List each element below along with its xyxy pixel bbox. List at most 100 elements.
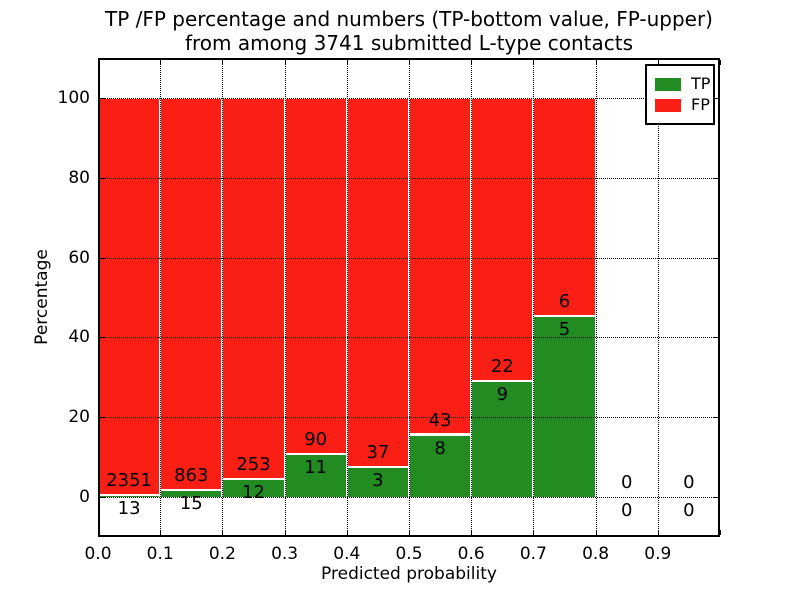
y-tick-label: 0 (79, 487, 90, 508)
chart-title-line2: from among 3741 submitted L-type contact… (184, 31, 634, 55)
vertical-gridline (160, 58, 162, 537)
x-tick-mark-top (284, 60, 286, 65)
x-tick-mark (346, 530, 348, 535)
y-tick-mark-right (713, 97, 718, 99)
x-tick-mark (533, 530, 535, 535)
fp-bar-segment (346, 97, 409, 468)
x-tick-mark (222, 530, 224, 535)
x-tick-mark (471, 530, 473, 535)
tp-bar-segment (284, 453, 347, 498)
vertical-gridline (409, 58, 410, 537)
tp-count-label: 15 (179, 493, 203, 515)
legend: TP FP (645, 64, 715, 125)
vertical-gridline (222, 58, 224, 537)
fp-count-label: 43 (428, 409, 452, 431)
x-tick-mark (657, 530, 659, 535)
horizontal-gridline (98, 337, 720, 339)
tp-count-label: 0 (620, 500, 633, 522)
x-axis-label: Predicted probability (321, 564, 497, 584)
y-tick-mark (100, 417, 105, 419)
x-tick-mark-top (595, 60, 597, 65)
y-tick-mark-right (713, 337, 718, 339)
y-tick-mark-right (713, 497, 718, 499)
y-tick-mark (100, 497, 105, 499)
fp-bar-segment (222, 97, 285, 479)
x-tick-mark-top (346, 60, 348, 65)
vertical-gridline (471, 58, 473, 537)
chart-title-line1: TP /FP percentage and numbers (TP-bottom… (105, 7, 713, 31)
x-tick-mark-top (471, 60, 473, 65)
x-tick-mark (160, 530, 162, 535)
fp-legend-swatch (655, 98, 681, 112)
tp-count-label: 12 (242, 482, 265, 503)
x-tick-label: 0.4 (333, 544, 361, 564)
y-tick-mark-right (713, 257, 718, 259)
fp-count-label: 37 (366, 442, 390, 464)
y-tick-label: 20 (68, 407, 90, 428)
x-tick-mark (284, 530, 286, 535)
fp-bar-segment (471, 97, 534, 382)
tp-count-label: 9 (496, 384, 509, 406)
x-tick-mark-top (720, 60, 721, 65)
x-tick-label: 0.6 (457, 544, 485, 564)
vertical-gridline (346, 58, 348, 537)
tp-count-label: 11 (304, 456, 328, 478)
y-tick-label: 100 (57, 87, 90, 108)
x-tick-label: 0.0 (84, 544, 112, 564)
y-tick-mark (100, 337, 105, 339)
tp-bar-segment (533, 315, 596, 497)
tp-count-label: 0 (683, 500, 695, 522)
horizontal-gridline (98, 497, 720, 499)
fp-bar-segment (409, 97, 472, 435)
x-tick-label: 0.1 (146, 544, 174, 564)
x-tick-mark-top (533, 60, 535, 65)
x-tick-mark-top (98, 60, 99, 65)
x-tick-label: 0.9 (644, 544, 672, 564)
y-tick-label: 40 (68, 327, 90, 348)
y-tick-label: 80 (68, 167, 90, 188)
chart-title: TP /FP percentage and numbers (TP-bottom… (98, 7, 720, 55)
tp-count-label: 5 (558, 318, 571, 340)
fp-bar-segment (160, 97, 223, 491)
fp-count-label: 0 (683, 472, 695, 494)
y-tick-label: 60 (68, 247, 90, 268)
x-tick-mark (409, 530, 410, 535)
fp-count-label: 0 (620, 472, 633, 494)
fp-count-label: 2351 (106, 469, 152, 491)
horizontal-gridline (98, 97, 720, 99)
vertical-gridline (284, 58, 286, 537)
x-tick-mark (98, 530, 99, 535)
horizontal-gridline (98, 417, 720, 419)
fp-count-label: 253 (236, 454, 271, 475)
fp-count-label: 90 (304, 428, 328, 450)
fp-count-label: 6 (558, 290, 571, 312)
vertical-gridline (533, 58, 535, 537)
x-tick-mark-top (409, 60, 410, 65)
fp-bar-segment (284, 97, 347, 454)
y-tick-mark-right (713, 417, 718, 419)
x-tick-label: 0.2 (208, 544, 236, 564)
tp-legend-label: TP (691, 74, 711, 93)
horizontal-gridline (98, 257, 720, 259)
x-tick-mark-top (657, 60, 659, 65)
x-tick-mark-top (160, 60, 162, 65)
vertical-gridline (657, 58, 659, 537)
x-tick-label: 0.8 (582, 544, 610, 564)
y-axis-label: Percentage (32, 249, 52, 345)
x-tick-label: 0.3 (271, 544, 299, 564)
y-tick-mark-right (713, 177, 718, 179)
vertical-gridline (595, 58, 597, 537)
y-tick-mark (100, 177, 105, 179)
x-tick-mark (595, 530, 597, 535)
x-tick-mark-top (222, 60, 224, 65)
fp-bar-segment (533, 97, 596, 316)
x-tick-label: 0.7 (519, 544, 547, 564)
tp-count-label: 3 (372, 470, 384, 492)
x-tick-mark (720, 530, 721, 535)
y-tick-mark (100, 257, 105, 259)
y-tick-mark (100, 97, 105, 99)
horizontal-gridline (98, 177, 720, 179)
tp-legend-swatch (655, 77, 681, 91)
tp-count-label: 13 (117, 497, 141, 519)
